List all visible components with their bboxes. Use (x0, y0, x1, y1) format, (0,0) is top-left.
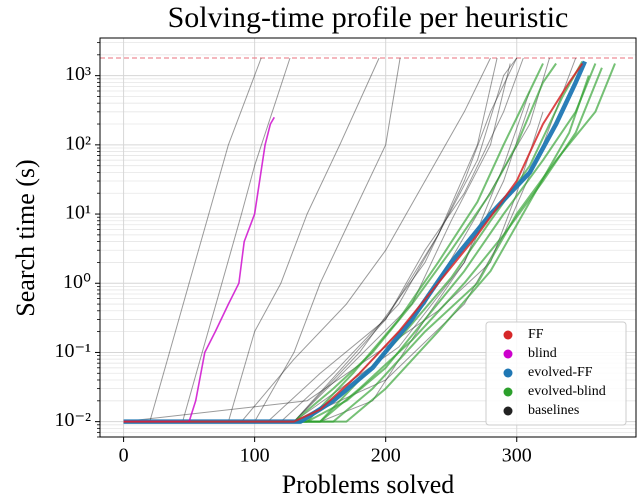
legend-label: FF (528, 327, 544, 342)
series-line (123, 61, 584, 423)
legend-label: evolved-FF (528, 365, 593, 380)
x-tick-label: 200 (371, 445, 401, 467)
y-tick-label: 10² (65, 132, 91, 154)
legend-marker (503, 368, 513, 378)
series-line (123, 57, 524, 423)
y-tick-label: 10¹ (65, 202, 91, 224)
series-line (123, 67, 603, 423)
x-tick-label: 100 (240, 445, 270, 467)
y-tick-label: 10⁰ (63, 271, 91, 293)
series-line (123, 75, 590, 423)
legend-marker (503, 406, 513, 416)
legend: FF blind evolved-FF evolved-blind baselines (485, 321, 627, 426)
y-axis-label: Search time (s) (11, 159, 40, 316)
series-line (123, 62, 557, 423)
legend-marker (503, 330, 513, 340)
series-line (123, 63, 616, 423)
x-tick-label: 300 (502, 445, 532, 467)
series-line (123, 63, 597, 423)
chart-title: Solving-time profile per heuristic (168, 1, 569, 34)
legend-label: evolved-blind (528, 384, 606, 399)
x-axis-label: Problems solved (282, 470, 455, 499)
series-line (123, 116, 275, 423)
legend-label: baselines (528, 403, 579, 418)
legend-marker (503, 349, 513, 359)
series-line (123, 62, 584, 423)
x-tick-label: 0 (119, 445, 129, 467)
legend-box (485, 321, 627, 426)
legend-label: blind (528, 346, 557, 361)
series-line (123, 57, 491, 423)
legend-marker (503, 387, 513, 397)
y-tick-label: 10⁻² (54, 409, 91, 431)
y-tick-label: 10⁻¹ (54, 340, 91, 362)
plot-frame (99, 37, 637, 438)
y-tick-label: 10³ (65, 63, 91, 85)
